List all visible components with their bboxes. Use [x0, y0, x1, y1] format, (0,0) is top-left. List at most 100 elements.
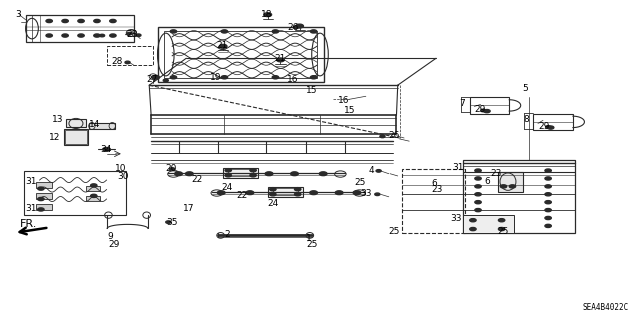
Circle shape — [246, 191, 253, 195]
Circle shape — [38, 208, 44, 211]
Circle shape — [545, 201, 551, 204]
Text: 16: 16 — [287, 75, 298, 84]
Bar — [401, 169, 465, 233]
Circle shape — [509, 185, 516, 188]
Circle shape — [310, 191, 317, 195]
Text: 31: 31 — [26, 204, 37, 213]
Bar — [36, 182, 52, 188]
Circle shape — [38, 197, 44, 201]
Circle shape — [335, 191, 343, 195]
Bar — [470, 97, 509, 114]
Bar — [90, 123, 115, 129]
Circle shape — [163, 79, 168, 82]
Circle shape — [170, 76, 177, 79]
Bar — [64, 129, 88, 145]
Circle shape — [38, 187, 44, 190]
Circle shape — [380, 135, 385, 138]
Text: 6: 6 — [484, 176, 490, 186]
Circle shape — [481, 109, 486, 112]
Text: 31: 31 — [452, 163, 464, 172]
Text: 13: 13 — [52, 115, 64, 123]
Circle shape — [94, 19, 100, 23]
Text: 27: 27 — [147, 75, 158, 84]
Circle shape — [109, 19, 116, 23]
Bar — [36, 193, 52, 199]
Circle shape — [475, 177, 481, 180]
Text: 15: 15 — [306, 86, 317, 95]
Circle shape — [264, 13, 271, 17]
Circle shape — [250, 174, 256, 177]
Text: 23: 23 — [431, 185, 443, 194]
Text: 12: 12 — [49, 133, 60, 143]
Text: 21: 21 — [274, 55, 285, 63]
Circle shape — [166, 221, 171, 223]
Circle shape — [125, 61, 130, 64]
Circle shape — [545, 209, 551, 212]
Text: 33: 33 — [451, 213, 462, 222]
Circle shape — [221, 76, 228, 79]
Circle shape — [265, 172, 273, 176]
Circle shape — [109, 34, 116, 37]
Text: 5: 5 — [523, 84, 529, 93]
Text: SEA4B4022C: SEA4B4022C — [583, 303, 629, 312]
Circle shape — [375, 193, 380, 196]
Text: 29: 29 — [474, 105, 486, 114]
Circle shape — [310, 30, 317, 33]
Circle shape — [91, 184, 97, 187]
Circle shape — [269, 188, 276, 191]
Circle shape — [475, 216, 481, 219]
Bar — [499, 172, 523, 192]
Circle shape — [62, 19, 68, 23]
Bar — [67, 119, 86, 127]
Text: 10: 10 — [115, 164, 126, 173]
Circle shape — [152, 75, 159, 79]
Circle shape — [545, 126, 550, 128]
Circle shape — [547, 126, 554, 129]
Text: FR.: FR. — [19, 219, 37, 229]
Text: 2: 2 — [225, 230, 230, 239]
Text: 25: 25 — [497, 227, 509, 236]
Text: 4: 4 — [369, 166, 374, 175]
Text: 22: 22 — [191, 174, 202, 184]
Circle shape — [545, 169, 551, 172]
Circle shape — [78, 19, 84, 23]
Circle shape — [218, 191, 225, 195]
Circle shape — [545, 185, 551, 188]
Circle shape — [470, 219, 476, 222]
Text: 9: 9 — [107, 233, 113, 241]
Circle shape — [46, 19, 52, 23]
Text: 35: 35 — [166, 218, 177, 226]
Bar — [157, 27, 324, 82]
Circle shape — [470, 227, 476, 231]
Circle shape — [545, 177, 551, 180]
Bar — [273, 188, 298, 195]
Circle shape — [276, 58, 284, 62]
Circle shape — [136, 34, 141, 36]
Bar — [164, 31, 317, 78]
Circle shape — [500, 185, 507, 188]
Circle shape — [475, 185, 481, 188]
Text: 25: 25 — [389, 227, 400, 236]
Bar — [86, 196, 100, 201]
Circle shape — [310, 76, 317, 79]
Bar — [86, 186, 100, 191]
Circle shape — [272, 30, 278, 33]
Circle shape — [475, 193, 481, 196]
Text: 21: 21 — [217, 41, 228, 50]
Circle shape — [186, 172, 193, 176]
Circle shape — [225, 174, 232, 177]
Text: 3: 3 — [15, 10, 21, 19]
Text: 34: 34 — [100, 145, 111, 154]
Text: 7: 7 — [460, 99, 465, 108]
Circle shape — [272, 76, 278, 79]
Circle shape — [376, 170, 381, 172]
Bar — [106, 46, 153, 65]
Circle shape — [170, 168, 175, 170]
Text: 31: 31 — [26, 177, 37, 186]
Circle shape — [100, 34, 104, 37]
Text: 25: 25 — [306, 240, 317, 249]
Bar — [26, 15, 134, 42]
Text: 26: 26 — [287, 23, 298, 32]
Circle shape — [175, 172, 182, 176]
Text: 18: 18 — [261, 10, 273, 19]
